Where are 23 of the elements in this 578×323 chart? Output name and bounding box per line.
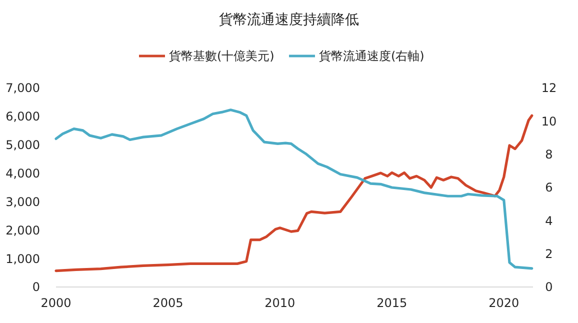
y-tick-label: 1,000 — [6, 252, 40, 266]
y-tick-label: 7,000 — [6, 81, 40, 96]
legend-label: 貨幣基數(十億美元) — [169, 49, 274, 63]
x-tick-label: 2000 — [40, 296, 72, 310]
y2-tick-label: 12 — [541, 81, 557, 96]
y-tick-label: 3,000 — [6, 194, 40, 209]
x-tick-label: 2005 — [152, 296, 184, 310]
x-tick-label: 2020 — [488, 296, 520, 310]
y2-tick-label: 4 — [545, 214, 553, 228]
x-tick-label: 2015 — [376, 296, 408, 310]
y-tick-label: 6,000 — [6, 110, 40, 124]
x-tick-label: 2010 — [264, 296, 296, 310]
y-tick-label: 4,000 — [6, 166, 40, 180]
y2-tick-label: 6 — [545, 180, 553, 195]
y-tick-label: 5,000 — [6, 138, 40, 152]
y-tick-label: 0 — [32, 280, 40, 294]
chart-title: 貨幣流通速度持續降低 — [219, 12, 359, 28]
y2-tick-label: 2 — [545, 247, 553, 262]
y2-tick-label: 0 — [545, 280, 553, 294]
y-tick-label: 2,000 — [6, 223, 40, 238]
legend-label: 貨幣流通速度(右軸) — [319, 49, 424, 63]
y2-tick-label: 8 — [545, 148, 553, 162]
y2-tick-label: 10 — [541, 114, 557, 128]
